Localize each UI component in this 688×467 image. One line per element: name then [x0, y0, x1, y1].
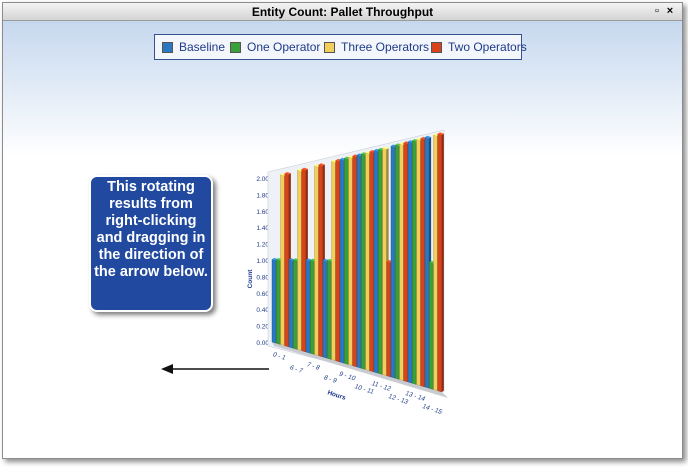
bar-three-operators-4[interactable] — [331, 161, 336, 361]
title-bar[interactable]: Entity Count: Pallet Throughput ▫ × — [3, 3, 682, 21]
bar-one-operator-4[interactable] — [327, 260, 332, 360]
legend-item-baseline[interactable]: Baseline — [162, 40, 225, 54]
bar-one-operator-1[interactable] — [276, 259, 281, 345]
bar-two-operators-2[interactable] — [301, 168, 306, 353]
bar-baseline-9[interactable] — [407, 141, 413, 384]
bar-one-operator-7[interactable] — [378, 149, 383, 375]
bar-one-operator-9[interactable] — [412, 140, 417, 385]
x-tick-label: 8 - 9 — [322, 374, 338, 384]
bar-one-operator-5[interactable] — [344, 157, 349, 365]
legend-item-one-operator[interactable]: One Operator — [230, 40, 320, 54]
y-tick-label: 1.80 — [256, 192, 269, 199]
bar-two-operators-6[interactable] — [369, 151, 374, 373]
bar-baseline-4[interactable] — [322, 260, 328, 359]
legend-label: Two Operators — [448, 40, 527, 54]
bar-two-operators-1[interactable] — [284, 173, 289, 348]
bar-three-operators-6[interactable] — [365, 152, 370, 371]
bar-two-operators-3[interactable] — [318, 164, 323, 358]
bar-three-operators-10[interactable] — [433, 134, 438, 391]
bar-two-operators-8[interactable] — [403, 142, 408, 383]
y-tick-label: 0.80 — [256, 274, 269, 281]
bar-baseline-3[interactable] — [305, 259, 311, 354]
y-tick-label: 2.00 — [256, 176, 269, 183]
y-tick-label: 0.20 — [256, 324, 269, 331]
bar-side — [441, 133, 444, 393]
chart-area[interactable]: Baseline One Operator Three Operators Tw… — [3, 21, 682, 458]
chart-legend: Baseline One Operator Three Operators Tw… — [154, 34, 527, 60]
bar-top — [437, 132, 444, 136]
y-tick-label: 0.00 — [256, 340, 269, 347]
y-tick-label: 1.00 — [256, 258, 269, 265]
chart-floor — [272, 342, 448, 398]
bar-baseline-10[interactable] — [424, 136, 430, 389]
legend-swatch-baseline — [162, 41, 173, 53]
bar-three-operators-2[interactable] — [297, 169, 302, 351]
bar-one-operator-8[interactable] — [395, 144, 400, 380]
bar-two-operators-9[interactable] — [420, 138, 425, 388]
x-tick-label: 14 - 15 — [421, 403, 444, 416]
bar-two-operators-10[interactable] — [437, 133, 442, 393]
bar-baseline-8[interactable] — [390, 145, 396, 379]
instruction-callout: This rotating results from right-clickin… — [89, 175, 213, 312]
bar-baseline-1[interactable] — [271, 259, 277, 344]
bar-top — [318, 163, 325, 166]
x-axis-title: Hours — [326, 389, 346, 402]
bar-three-operators-7[interactable] — [382, 147, 387, 376]
bar-three-operators-9[interactable] — [416, 139, 421, 386]
legend-label: Baseline — [179, 40, 226, 54]
bar-two-operators-4[interactable] — [335, 160, 340, 363]
y-axis-title: Count — [247, 269, 254, 289]
bar-top — [425, 135, 432, 139]
chart-window: Entity Count: Pallet Throughput ▫ × Base… — [2, 2, 683, 459]
rotated-bar-chart[interactable]: 2.00 1.80 1.60 1.40 1.20 1.00 0.80 0.60 0.40 0.20… — [3, 21, 682, 458]
bar-one-operator-10[interactable] — [429, 261, 434, 390]
bar-baseline-5[interactable] — [339, 158, 345, 364]
legend-swatch-one-operator — [230, 41, 241, 53]
y-tick-label: 0.60 — [256, 291, 269, 298]
legend-label: One Operator — [247, 40, 321, 54]
bar-three-operators-1[interactable] — [280, 174, 285, 346]
restore-button[interactable]: ▫ — [655, 5, 659, 17]
y-tick-label: 1.60 — [256, 209, 269, 216]
x-tick-label: 9 - 10 — [338, 371, 357, 382]
bar-two-operators-5[interactable] — [352, 155, 357, 368]
legend-swatch-three-operators — [324, 41, 335, 53]
bar-three-operators-3[interactable] — [314, 165, 319, 356]
bar-baseline-2[interactable] — [288, 259, 294, 349]
close-button[interactable]: × — [666, 5, 674, 17]
bar-baseline-6[interactable] — [356, 154, 362, 369]
left-arrow-head — [161, 364, 173, 374]
bar-top — [284, 172, 291, 175]
legend-label: Three Operators — [341, 40, 430, 54]
bar-three-operators-5[interactable] — [348, 156, 353, 366]
bar-three-operators-8[interactable] — [399, 143, 404, 381]
bar-one-operator-2[interactable] — [293, 259, 298, 350]
window-title: Entity Count: Pallet Throughput — [251, 5, 434, 19]
y-tick-label: 1.20 — [256, 242, 269, 249]
x-tick-label: 6 - 7 — [288, 364, 304, 374]
bar-top — [382, 146, 389, 150]
bar-one-operator-6[interactable] — [361, 153, 366, 370]
bar-one-operator-3[interactable] — [310, 259, 315, 355]
bar-two-operators-7[interactable] — [386, 261, 391, 378]
x-tick-label: 7 - 8 — [305, 361, 321, 371]
bar-baseline-7[interactable] — [373, 150, 379, 374]
bar-top — [301, 167, 308, 171]
x-tick-label: 0 - 1 — [271, 351, 287, 361]
y-tick-label: 0.40 — [256, 307, 269, 314]
legend-item-two-operators[interactable]: Two Operators — [431, 40, 527, 54]
legend-item-three-operators[interactable]: Three Operators — [324, 40, 429, 54]
y-tick-label: 1.40 — [256, 225, 269, 232]
legend-swatch-two-operators — [431, 41, 442, 53]
